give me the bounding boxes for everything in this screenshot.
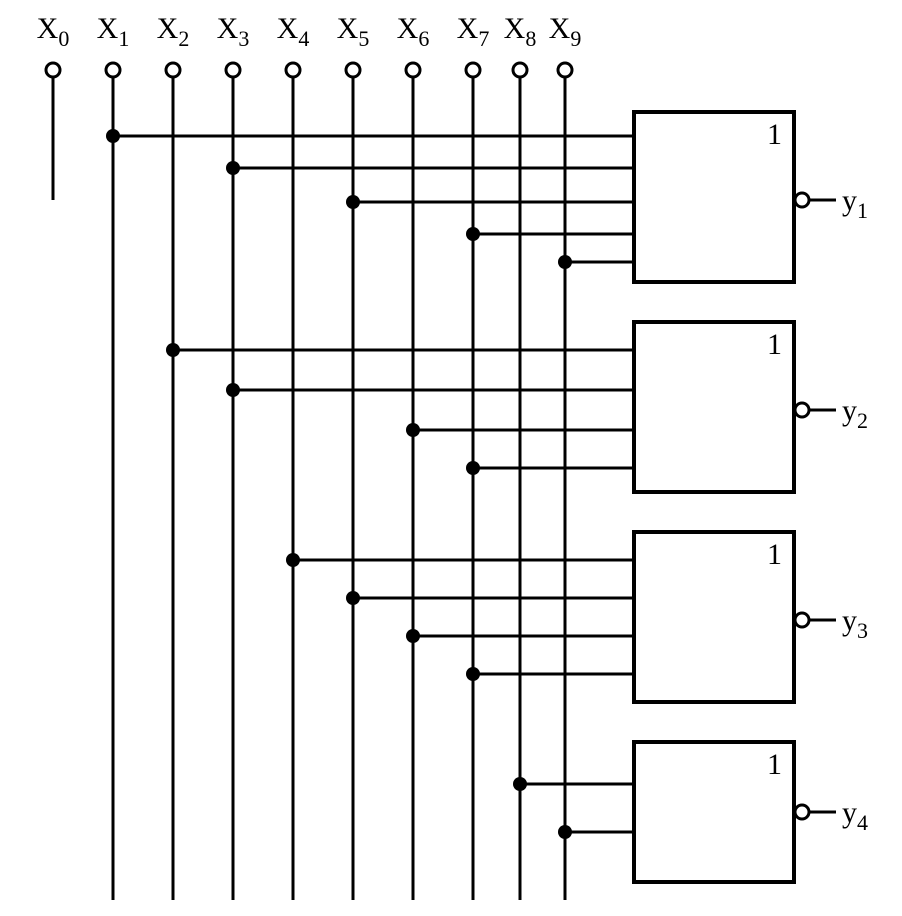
gate-label: 1 [767,118,782,151]
input-terminal [513,63,527,77]
input-terminal [346,63,360,77]
wire-junction [406,423,420,437]
input-terminal [166,63,180,77]
wire-junction [346,591,360,605]
wire-junction [166,343,180,357]
encoder-diagram: X0X1X2X3X4X5X6X7X8X91y11y21y31y4 [0,0,902,916]
input-terminal [106,63,120,77]
gate-label: 1 [767,328,782,361]
output-bubble [795,805,809,819]
wire-junction [346,195,360,209]
wire-junction [558,255,572,269]
wire-junction [466,227,480,241]
wire-junction [513,777,527,791]
input-terminal [226,63,240,77]
gate-label: 1 [767,748,782,781]
gate-label: 1 [767,538,782,571]
input-terminal [286,63,300,77]
input-terminal [46,63,60,77]
wire-junction [226,383,240,397]
wire-junction [286,553,300,567]
output-bubble [795,613,809,627]
output-bubble [795,193,809,207]
wire-junction [466,461,480,475]
wire-junction [226,161,240,175]
input-terminal [558,63,572,77]
output-bubble [795,403,809,417]
input-terminal [466,63,480,77]
wire-junction [466,667,480,681]
wire-junction [558,825,572,839]
wire-junction [406,629,420,643]
wire-junction [106,129,120,143]
input-terminal [406,63,420,77]
